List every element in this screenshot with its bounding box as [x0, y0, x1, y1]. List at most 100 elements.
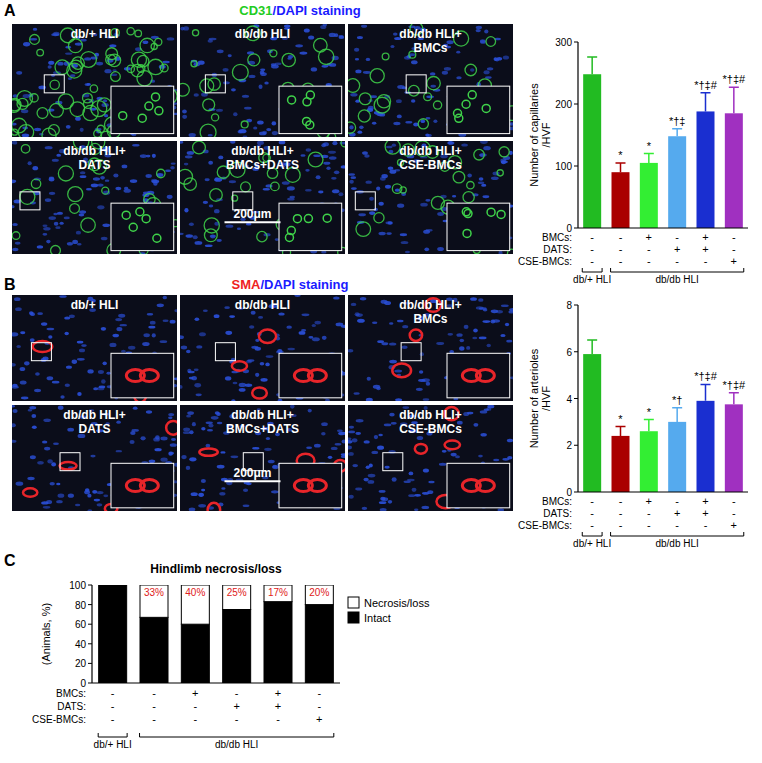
- arteriole: [166, 421, 177, 435]
- nucleus: [442, 450, 447, 453]
- nucleus: [467, 174, 472, 178]
- nucleus: [333, 296, 339, 299]
- nucleus: [476, 29, 481, 32]
- nucleus: [426, 134, 432, 137]
- treatment-value: -: [152, 687, 156, 699]
- nucleus: [385, 185, 391, 189]
- vessel: [374, 97, 390, 113]
- treatment-value: +: [646, 231, 652, 243]
- vessel: [50, 103, 64, 117]
- image-label: db/+ HLI: [71, 27, 119, 41]
- y-tick: [574, 104, 578, 105]
- nucleus: [130, 431, 135, 435]
- nucleus: [342, 440, 345, 444]
- micrograph: [180, 295, 345, 401]
- nucleus: [479, 337, 487, 340]
- nucleus: [86, 83, 90, 86]
- micrograph: [12, 141, 177, 254]
- nucleus: [129, 440, 134, 444]
- nucleus: [12, 384, 18, 387]
- nucleus: [12, 180, 16, 184]
- nucleus: [233, 382, 238, 385]
- nucleus: [498, 251, 502, 254]
- nucleus: [208, 39, 213, 42]
- nucleus: [109, 343, 116, 347]
- nucleus: [405, 121, 412, 123]
- y-tick-label: 300: [555, 37, 572, 48]
- nucleus: [350, 176, 356, 179]
- nucleus: [12, 405, 15, 408]
- nucleus: [208, 161, 213, 165]
- nucleus: [331, 447, 338, 450]
- nucleus: [329, 156, 337, 159]
- nucleus: [20, 367, 26, 371]
- y-label: Number of arterioles: [528, 348, 540, 448]
- nucleus: [90, 455, 95, 458]
- vessel: [318, 49, 333, 64]
- y-tick-label: 20: [75, 658, 87, 669]
- legend-swatch: [348, 612, 359, 623]
- vessel: [463, 192, 474, 203]
- treatment-value: -: [619, 255, 623, 267]
- treatment-value: +: [674, 243, 680, 255]
- treatment-value: -: [675, 495, 679, 507]
- nucleus: [183, 431, 190, 434]
- vessel: [431, 196, 444, 209]
- inset: [279, 353, 342, 398]
- nucleus: [168, 416, 172, 419]
- nucleus: [46, 240, 50, 244]
- image-label: CSE-BMCs: [399, 158, 462, 172]
- nucleus: [368, 106, 374, 110]
- nucleus: [430, 72, 436, 75]
- inset: [279, 203, 342, 250]
- image-bg: [180, 24, 345, 137]
- nucleus: [423, 230, 430, 234]
- vessel: [30, 35, 40, 45]
- nucleus: [226, 225, 234, 228]
- nucleus: [100, 176, 105, 180]
- panel: BSMA/DAPI stainingdb/+ HLIdb/db HLIdb/db…: [4, 276, 516, 517]
- nucleus: [194, 93, 199, 96]
- treatment-label: DATS:: [57, 701, 86, 712]
- inset: [447, 353, 510, 398]
- inset-vessel: [287, 227, 295, 235]
- treatment-label: CSE-BMCs:: [32, 714, 86, 725]
- nucleus: [23, 94, 31, 98]
- treatment-value: -: [675, 519, 679, 531]
- nucleus: [183, 428, 190, 432]
- inset: [447, 463, 510, 508]
- image-label: db/+ HLI: [71, 298, 119, 312]
- treatment-value: -: [235, 713, 239, 725]
- nucleus: [381, 174, 388, 178]
- nucleus: [186, 466, 191, 470]
- vessel: [155, 38, 162, 45]
- vessel: [84, 99, 93, 108]
- nucleus: [115, 187, 121, 190]
- y-tick-label: 60: [75, 619, 87, 630]
- nucleus: [184, 208, 188, 212]
- y-label: (Animals, %): [40, 603, 52, 665]
- nucleus: [151, 179, 157, 182]
- nucleus: [43, 506, 51, 509]
- treatment-value: -: [732, 243, 736, 255]
- nucleus: [275, 62, 282, 65]
- nucleus: [479, 177, 484, 180]
- nucleus: [157, 303, 164, 307]
- arteriole: [208, 503, 220, 511]
- nucleus: [12, 332, 18, 336]
- nucleus: [167, 195, 173, 199]
- vessel: [157, 169, 165, 177]
- nucleus: [264, 448, 272, 451]
- vessel: [200, 79, 214, 93]
- marks: [583, 340, 743, 492]
- nucleus: [155, 435, 160, 439]
- nucleus: [389, 360, 397, 364]
- treatment-label: CSE-BMCs:: [518, 256, 572, 267]
- y-tick: [88, 643, 92, 644]
- error-bar: [672, 408, 682, 422]
- treatment-value: -: [619, 507, 623, 519]
- image-bg: [12, 24, 177, 137]
- image-bg: [12, 141, 177, 254]
- panel-label: A: [4, 2, 16, 19]
- nucleus: [160, 340, 168, 343]
